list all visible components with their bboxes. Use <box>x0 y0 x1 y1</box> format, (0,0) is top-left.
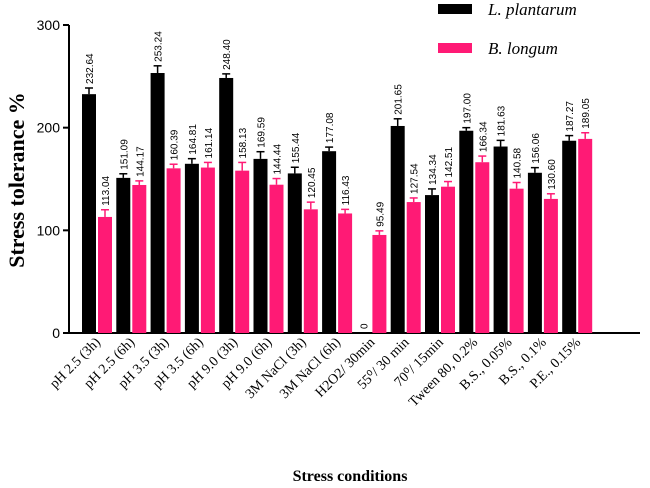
y-tick-label: 200 <box>37 120 61 136</box>
data-label-l-plantarum: 201.65 <box>394 84 405 115</box>
data-label-l-plantarum: 151.09 <box>119 139 130 170</box>
data-label-b-longum: 127.54 <box>410 163 421 194</box>
legend-label-l-plantarum: L. plantarum <box>487 0 577 19</box>
data-label-l-plantarum: 155.44 <box>291 132 302 163</box>
bar-l-plantarum <box>459 130 474 333</box>
data-label-l-plantarum: 156.06 <box>531 133 542 164</box>
bar-l-plantarum <box>150 73 165 334</box>
bar-b-longum <box>269 184 284 333</box>
data-label-l-plantarum: 253.24 <box>154 31 165 62</box>
bar-b-longum <box>200 167 215 333</box>
bar-b-longum <box>578 138 593 333</box>
data-label-l-plantarum: 164.81 <box>188 124 199 155</box>
y-axis-label: Stress tolerance % <box>4 92 29 268</box>
bar-b-longum <box>509 188 524 333</box>
data-label-l-plantarum: 187.27 <box>565 101 576 132</box>
y-tick-label: 100 <box>37 222 61 238</box>
data-label-l-plantarum: 177.08 <box>325 112 336 143</box>
bar-b-longum <box>441 186 455 333</box>
data-label-b-longum: 160.39 <box>170 129 181 160</box>
bar-b-longum <box>543 198 558 333</box>
legend-swatch-b-longum <box>438 43 472 53</box>
bar-l-plantarum <box>562 140 577 333</box>
bar-b-longum <box>338 213 353 333</box>
data-label-b-longum: 189.05 <box>581 98 592 129</box>
data-label-b-longum: 140.58 <box>513 147 524 178</box>
bar-b-longum <box>475 162 490 333</box>
data-label-b-longum: 166.34 <box>478 121 489 152</box>
y-tick-label: 300 <box>37 17 61 33</box>
bar-l-plantarum <box>219 77 234 333</box>
x-axis-label: Stress conditions <box>293 468 408 485</box>
data-label-l-plantarum: 0 <box>359 323 370 329</box>
data-label-l-plantarum: 134.34 <box>428 154 439 185</box>
data-label-b-longum: 95.49 <box>375 201 386 226</box>
bar-l-plantarum <box>322 151 337 333</box>
bar-b-longum <box>166 168 181 333</box>
bar-l-plantarum <box>425 195 439 333</box>
bar-l-plantarum <box>116 177 131 333</box>
data-label-b-longum: 116.43 <box>341 175 352 205</box>
bar-l-plantarum <box>82 94 96 333</box>
data-label-b-longum: 130.60 <box>547 159 558 190</box>
bar-l-plantarum <box>390 125 405 334</box>
data-label-l-plantarum: 181.63 <box>497 105 508 136</box>
bar-l-plantarum <box>253 158 268 333</box>
bar-l-plantarum <box>287 173 302 333</box>
bar-b-longum <box>372 234 387 333</box>
bar-b-longum <box>132 184 147 333</box>
legend: L. plantarum B. longum <box>438 0 577 58</box>
legend-swatch-l-plantarum <box>438 4 472 14</box>
bar-l-plantarum <box>527 172 542 333</box>
data-label-b-longum: 120.45 <box>307 167 318 198</box>
data-label-b-longum: 161.14 <box>204 127 215 158</box>
data-label-l-plantarum: 248.40 <box>222 39 233 70</box>
bar-b-longum <box>303 209 318 333</box>
data-label-b-longum: 144.17 <box>135 146 146 177</box>
data-label-b-longum: 142.51 <box>444 147 455 178</box>
bar-l-plantarum <box>493 146 508 333</box>
y-tick-label: 0 <box>52 325 60 341</box>
bar-b-longum <box>235 170 250 333</box>
data-label-b-longum: 158.13 <box>238 127 249 158</box>
bar-l-plantarum <box>184 163 199 333</box>
data-label-l-plantarum: 169.59 <box>257 117 268 148</box>
data-label-l-plantarum: 197.00 <box>462 93 473 124</box>
legend-label-b-longum: B. longum <box>488 39 558 58</box>
bar-b-longum <box>406 202 421 333</box>
data-label-b-longum: 113.04 <box>101 175 112 205</box>
bar-b-longum <box>98 216 112 333</box>
data-label-b-longum: 144.44 <box>273 144 284 175</box>
data-label-l-plantarum: 232.64 <box>85 53 96 84</box>
